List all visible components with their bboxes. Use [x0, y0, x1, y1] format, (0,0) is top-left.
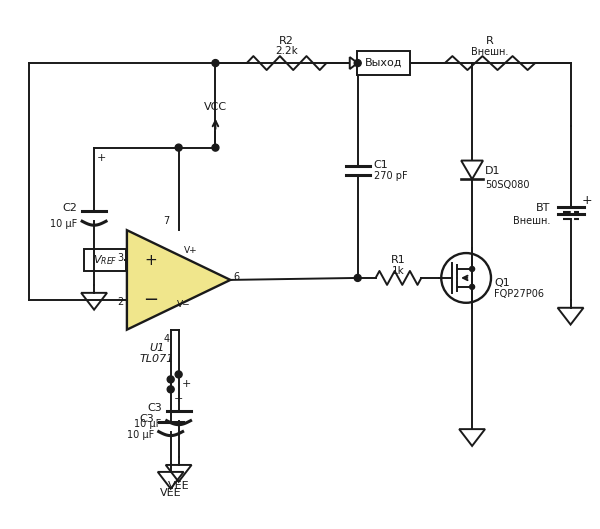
Text: VEE: VEE — [160, 488, 181, 498]
Text: C3: C3 — [147, 403, 162, 413]
Circle shape — [167, 386, 174, 393]
Circle shape — [175, 144, 182, 151]
Text: 1k: 1k — [392, 266, 405, 276]
Text: 6: 6 — [233, 272, 239, 282]
Circle shape — [212, 144, 219, 151]
Text: 2: 2 — [118, 297, 124, 307]
Text: 2.2k: 2.2k — [275, 46, 298, 56]
Text: Внешн.: Внешн. — [514, 216, 551, 226]
Text: −: − — [143, 291, 158, 309]
Text: VCC: VCC — [204, 102, 227, 112]
Circle shape — [354, 60, 361, 67]
Circle shape — [470, 285, 475, 289]
Text: V−: V− — [177, 300, 190, 309]
Text: C3: C3 — [139, 414, 154, 424]
FancyBboxPatch shape — [357, 51, 410, 75]
Text: R: R — [486, 36, 494, 46]
Text: 10 μF: 10 μF — [50, 219, 77, 229]
Text: 3: 3 — [118, 253, 124, 263]
Text: C1: C1 — [374, 160, 388, 169]
Text: TL071: TL071 — [140, 353, 174, 363]
Circle shape — [167, 376, 174, 383]
Text: $V_{REF}$: $V_{REF}$ — [93, 253, 117, 267]
Text: Выход: Выход — [365, 58, 403, 68]
Text: +: + — [145, 252, 157, 268]
Text: D1: D1 — [485, 167, 500, 177]
Polygon shape — [461, 160, 483, 179]
Text: +: + — [581, 194, 592, 207]
Text: 10 μF: 10 μF — [134, 418, 162, 428]
Circle shape — [175, 371, 182, 378]
Text: +: + — [97, 152, 106, 162]
Text: Q1: Q1 — [494, 278, 510, 288]
Text: 270 pF: 270 pF — [374, 171, 407, 181]
Text: R1: R1 — [391, 255, 406, 265]
Text: R2: R2 — [279, 36, 294, 46]
Text: 7: 7 — [164, 216, 170, 226]
Polygon shape — [127, 230, 230, 330]
Text: FQP27P06: FQP27P06 — [494, 289, 544, 299]
Text: 10 μF: 10 μF — [127, 430, 154, 440]
Text: C2: C2 — [62, 203, 77, 213]
Text: V+: V+ — [184, 245, 197, 254]
Text: 50SQ080: 50SQ080 — [485, 180, 530, 190]
Text: BT: BT — [536, 203, 551, 213]
Text: U1: U1 — [149, 343, 164, 353]
Circle shape — [212, 60, 219, 67]
Polygon shape — [350, 57, 358, 69]
Circle shape — [470, 267, 475, 271]
Text: Внешн.: Внешн. — [472, 47, 509, 57]
Text: 4: 4 — [164, 334, 170, 344]
Text: +: + — [182, 379, 191, 389]
Text: +: + — [173, 394, 183, 404]
Circle shape — [354, 275, 361, 281]
Text: VEE: VEE — [168, 481, 190, 491]
